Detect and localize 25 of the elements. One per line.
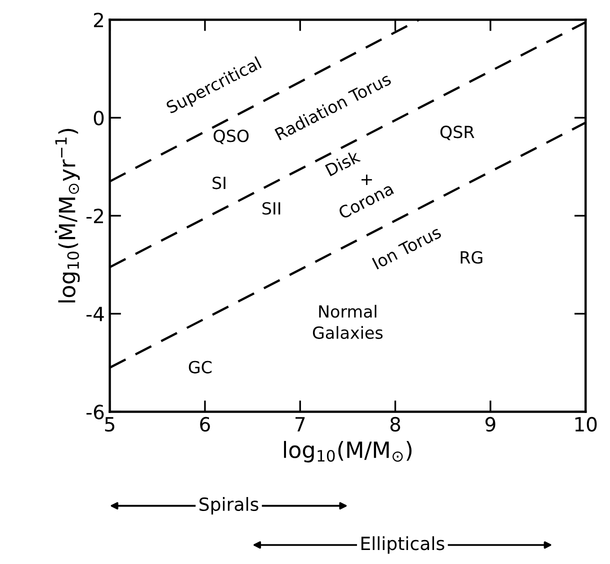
annotation: SII [262, 202, 280, 215]
annotation: GC [188, 360, 212, 374]
y-tick-label: -6 [86, 404, 104, 420]
y-tick-label: -2 [86, 208, 103, 224]
annotation: QSO [214, 130, 249, 144]
y-axis-title: log$_{10}$(Ṁ/M$_{⊙}$yr$^{−1}$) [54, 128, 80, 302]
x-axis-title: log$_{10}$(M/M$_{⊙}$) [284, 440, 412, 462]
annotation: Disk [324, 149, 362, 176]
y-tick-label: -4 [86, 306, 104, 322]
x-tick-label: 10 [575, 416, 597, 432]
y-tick-label: 0 [94, 110, 104, 126]
y-tick-label: 2 [94, 12, 103, 28]
x-tick-label: 8 [390, 416, 400, 432]
annotation: Normal Galaxies [312, 304, 383, 339]
text: Spirals [200, 497, 258, 515]
x-tick-label: 6 [200, 416, 210, 432]
x-tick-label: 7 [296, 417, 305, 432]
annotation: QSR [440, 126, 474, 140]
x-tick-label: 9 [485, 416, 496, 432]
annotation: Ion Torus [372, 226, 442, 270]
annotation: RG [460, 251, 482, 264]
annotation: SI [212, 176, 226, 190]
annotation: + [362, 174, 372, 186]
x-tick-label: 5 [105, 417, 114, 432]
text: Ellipticals [361, 536, 444, 554]
